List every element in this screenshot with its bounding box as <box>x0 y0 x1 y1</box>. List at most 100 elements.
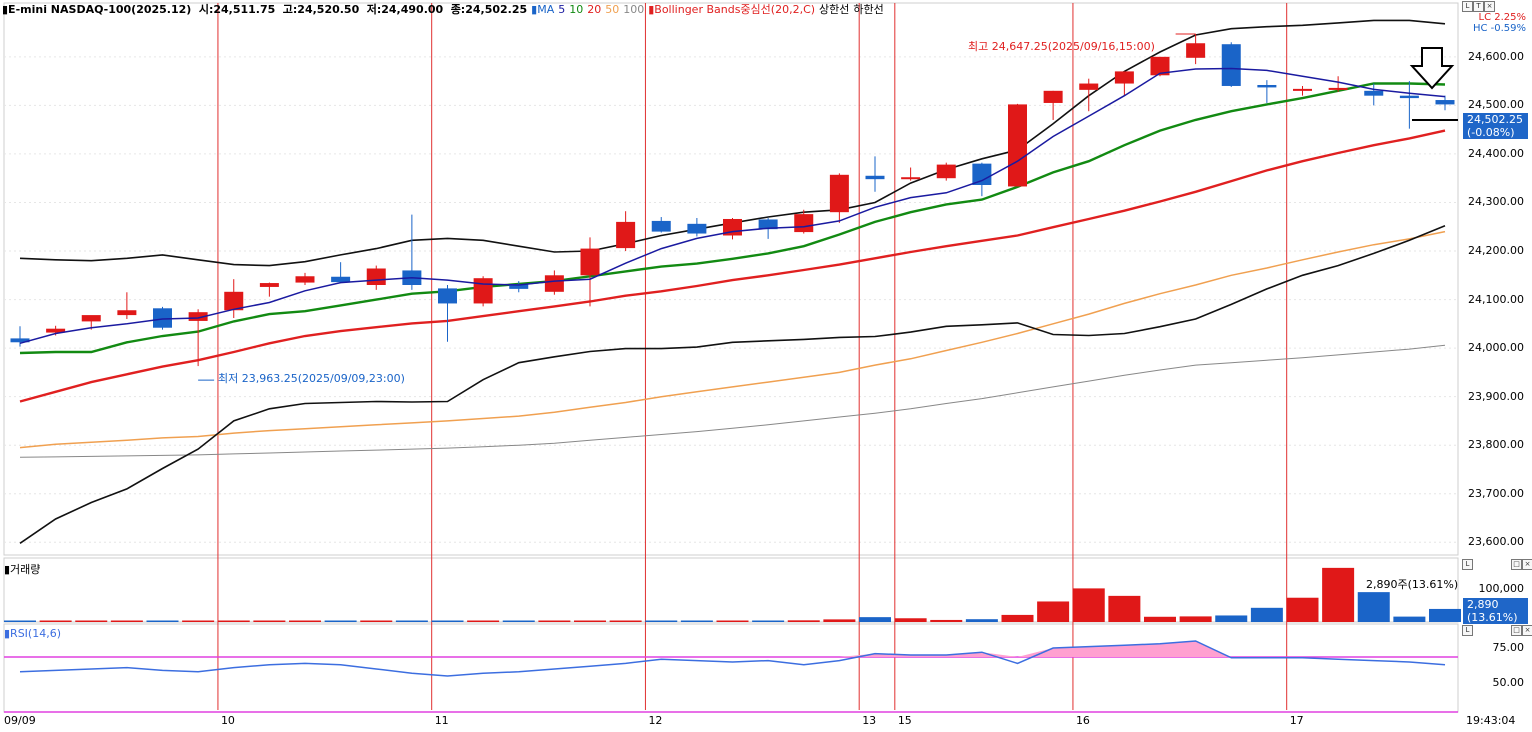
rsi-tick-75: 75.00 <box>1492 641 1525 654</box>
rsi-line <box>19 640 1446 677</box>
bollinger-lower-line <box>19 225 1446 544</box>
volume-bar <box>75 620 108 622</box>
volume-bar <box>110 620 143 622</box>
rsi-panel-frame <box>3 623 1459 713</box>
candle-body <box>1114 71 1134 84</box>
candle-body <box>224 291 244 311</box>
volume-bar <box>1250 607 1283 622</box>
volume-bar <box>894 618 927 622</box>
ma-period-50[interactable]: 50 <box>605 3 620 16</box>
candle-body <box>259 283 279 287</box>
ma20-line <box>19 129 1446 403</box>
candle-body <box>829 174 849 213</box>
volume-bar <box>1144 616 1176 622</box>
rsi-close-icon[interactable]: × <box>1522 625 1532 636</box>
price-tick-label: 23,900.00 <box>1468 389 1524 403</box>
time-tick-label: 16 <box>1075 714 1090 727</box>
candle-body <box>438 288 457 304</box>
volume-bar <box>1322 567 1355 622</box>
clock-time: 19:43:04 <box>1466 714 1516 727</box>
volume-bar <box>965 619 998 622</box>
bollinger-upper-label[interactable]: 상한선 <box>819 3 850 16</box>
candle-body <box>117 310 137 316</box>
volume-bar <box>680 620 713 622</box>
rsi-menu-icon[interactable]: L <box>1462 625 1473 636</box>
candle-body <box>1293 88 1312 91</box>
volume-bar <box>4 620 36 622</box>
time-tick-label: 15 <box>897 714 912 727</box>
volume-bar <box>217 620 250 622</box>
candle-body <box>758 219 778 230</box>
candle-body <box>544 275 564 292</box>
volume-bar <box>253 620 286 622</box>
rsi-panel-title: ▮RSI(14,6) <box>4 627 61 640</box>
candle-body <box>509 284 529 289</box>
volume-bar <box>1429 608 1461 622</box>
ma-period-20[interactable]: 20 <box>587 3 602 16</box>
candle-body <box>1221 44 1241 86</box>
volume-last-label: 2,890주(13.61%) <box>1366 578 1459 591</box>
ma-label[interactable]: MA <box>537 3 555 16</box>
down-arrow-icon <box>1409 47 1455 90</box>
volume-bar <box>324 620 357 622</box>
price-tick-label: 24,400.00 <box>1468 146 1524 160</box>
volume-bar <box>823 619 856 622</box>
time-tick-label: 13 <box>862 714 877 727</box>
panel-menu-icon[interactable]: L <box>1462 1 1473 12</box>
candle-body <box>1435 100 1455 105</box>
rsi-overbought-fill <box>20 641 1445 657</box>
rsi-restore-icon[interactable]: □ <box>1511 625 1522 636</box>
price-tick-label: 24,100.00 <box>1468 292 1524 306</box>
volume-close-icon[interactable]: × <box>1522 559 1532 570</box>
candle-body <box>1399 95 1419 99</box>
low-annotation: 최저 23,963.25(2025/09/09,23:00) <box>218 372 405 385</box>
high-value: 고:24,520.50 <box>282 3 360 16</box>
volume-bar <box>1393 616 1426 622</box>
ma10-line <box>19 82 1446 355</box>
volume-tick: 100,000 <box>1478 582 1525 595</box>
panel-restore-icon[interactable]: T <box>1473 1 1484 12</box>
volume-bar <box>182 620 215 622</box>
volume-panel-frame <box>3 557 1459 623</box>
bollinger-label[interactable]: ▮Bollinger Bands중심선(20,2,C) <box>648 3 816 16</box>
volume-bar <box>538 620 571 622</box>
current-change: (-0.08%) <box>1467 126 1515 139</box>
candle-body <box>901 177 921 180</box>
hc-value: HC -0.59% <box>1472 23 1526 34</box>
volume-bar <box>431 620 464 622</box>
volume-bar <box>1037 601 1070 622</box>
ma-period-5[interactable]: 5 <box>558 3 566 16</box>
volume-bar <box>360 620 393 622</box>
volume-bar <box>502 620 535 622</box>
candle-body <box>1186 43 1206 58</box>
volume-bar <box>609 620 642 622</box>
volume-bar <box>1286 597 1319 622</box>
volume-menu-icon[interactable]: L <box>1462 559 1473 570</box>
candle-body <box>794 214 814 233</box>
low-value: 저:24,490.00 <box>366 3 444 16</box>
volume-bar <box>752 620 785 622</box>
price-tick-label: 24,300.00 <box>1468 195 1524 209</box>
ma50-line <box>19 230 1446 449</box>
volume-restore-icon[interactable]: □ <box>1511 559 1522 570</box>
ma-period-100[interactable]: 100 <box>623 3 645 16</box>
volume-tag-pct: (13.61%) <box>1467 611 1518 624</box>
candle-body <box>1328 87 1348 90</box>
candle-body <box>81 315 101 322</box>
volume-bar <box>859 617 891 622</box>
current-price-tag: 24,502.25 (-0.08%) <box>1463 113 1528 139</box>
volume-bar <box>930 619 963 622</box>
symbol-title: ▮E-mini NASDAQ-100(2025.12) <box>2 3 192 16</box>
price-tick-label: 23,800.00 <box>1468 438 1524 452</box>
bollinger-lower-label[interactable]: 하한선 <box>853 3 884 16</box>
panel-close-icon[interactable]: × <box>1484 1 1495 12</box>
price-tick-label: 24,200.00 <box>1468 244 1524 258</box>
ma-period-10[interactable]: 10 <box>569 3 584 16</box>
open-value: 시:24,511.75 <box>198 3 276 16</box>
candle-body <box>188 312 208 321</box>
volume-bar <box>39 620 72 622</box>
ma100-line <box>19 344 1446 458</box>
lc-hc-box: LC 2.25% HC -0.59% <box>1473 12 1526 34</box>
candle-body <box>1008 104 1027 187</box>
time-tick-label: 10 <box>220 714 235 727</box>
